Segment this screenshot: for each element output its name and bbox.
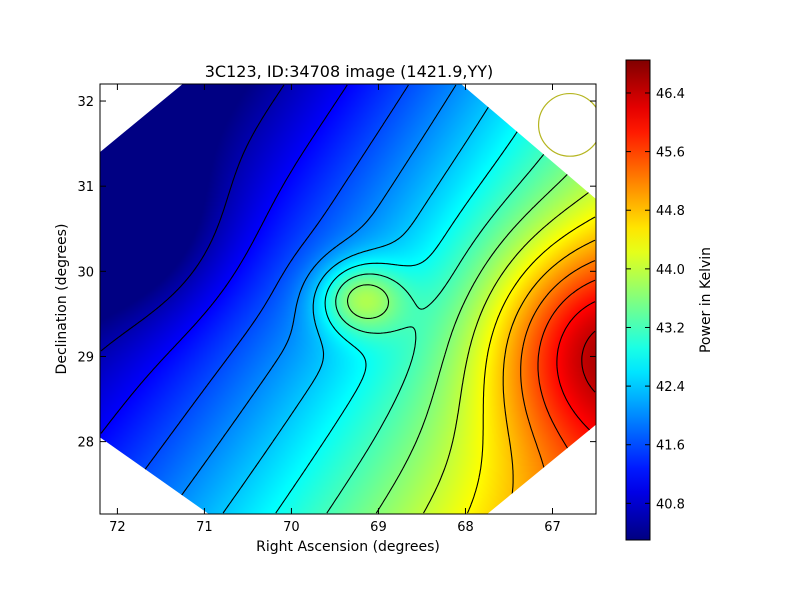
contour-line bbox=[168, 84, 457, 514]
beam-circle bbox=[537, 92, 596, 157]
y-tick-label: 32 bbox=[77, 95, 94, 110]
y-tick-label: 29 bbox=[77, 350, 94, 365]
x-axis: 72 71 70 69 68 67 bbox=[109, 84, 561, 535]
x-tick-label: 69 bbox=[370, 520, 387, 535]
colorbar-tick-label: 40.8 bbox=[656, 497, 685, 512]
y-tick-label: 28 bbox=[77, 436, 94, 451]
x-tick-label: 72 bbox=[109, 520, 126, 535]
colorbar-tick-label: 44.8 bbox=[656, 204, 685, 219]
x-axis-label: Right Ascension (degrees) bbox=[256, 539, 440, 555]
colorbar-tick-label: 43.2 bbox=[656, 321, 685, 336]
colorbar-tick-label: 42.4 bbox=[656, 380, 685, 395]
y-axis: 28 29 30 31 32 bbox=[77, 95, 596, 451]
colorbar: 40.8 41.6 42.4 43.2 44.0 44.8 45.6 46.4 Power i… bbox=[625, 59, 714, 541]
x-tick-label: 68 bbox=[457, 520, 474, 535]
y-tick-label: 31 bbox=[77, 180, 94, 195]
colorbar-gradient bbox=[625, 59, 651, 541]
contour-line bbox=[581, 330, 596, 393]
colorbar-ticks: 40.8 41.6 42.4 43.2 44.0 44.8 45.6 46.4 bbox=[626, 87, 685, 512]
plot-frame bbox=[99, 83, 597, 515]
colorbar-tick-label: 45.6 bbox=[656, 146, 685, 161]
chart-title: 3C123, ID:34708 image (1421.9,YY) bbox=[205, 62, 494, 81]
contour-line bbox=[100, 84, 348, 434]
contour-line bbox=[111, 84, 409, 514]
contour-line bbox=[556, 301, 596, 436]
colorbar-label: Power in Kelvin bbox=[698, 247, 714, 353]
x-tick-label: 67 bbox=[544, 520, 561, 535]
contour-line bbox=[502, 239, 596, 514]
y-axis-label: Declination (degrees) bbox=[54, 224, 70, 375]
contour-line bbox=[466, 216, 596, 514]
x-tick-label: 70 bbox=[283, 520, 300, 535]
x-tick-label: 71 bbox=[196, 520, 213, 535]
colorbar-tick-label: 44.0 bbox=[656, 263, 685, 278]
contour-line bbox=[100, 84, 285, 352]
colorbar-tick-label: 46.4 bbox=[656, 87, 685, 102]
y-tick-label: 30 bbox=[77, 265, 94, 280]
colorbar-tick-label: 41.6 bbox=[656, 439, 685, 454]
plot-area bbox=[100, 84, 596, 514]
